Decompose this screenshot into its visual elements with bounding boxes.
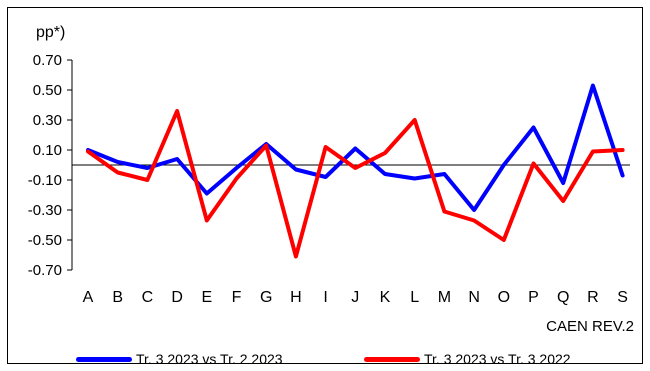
data-point	[87, 151, 89, 152]
x-tick-label: P	[528, 289, 539, 306]
data-point	[562, 182, 564, 184]
data-point	[236, 167, 237, 169]
data-point	[592, 151, 594, 152]
data-point	[117, 161, 119, 163]
legend-item-series-2: Tr. 3 2023 vs Tr. 3 2022	[364, 349, 571, 369]
data-point	[622, 175, 624, 176]
x-tick-label: S	[617, 289, 628, 306]
y-tick-label: 0.50	[33, 82, 62, 99]
x-tick-label: M	[438, 289, 451, 306]
x-tick-label: D	[171, 289, 183, 306]
line-chart: 0.70 0.50 0.30 0.10 -0.10 -0.30 -0.50 -0.70 A B C D…	[28, 52, 630, 306]
legend-swatch-series-1	[76, 356, 132, 362]
x-tick-label: J	[351, 289, 359, 306]
y-axis-title: pp*)	[36, 24, 66, 41]
data-point	[206, 220, 208, 221]
x-tick-label: Q	[557, 289, 569, 306]
data-point	[503, 239, 505, 241]
data-point	[265, 145, 267, 146]
x-tick-label: G	[260, 289, 272, 306]
data-point	[443, 211, 445, 212]
data-point	[473, 209, 475, 211]
y-tick-label: -0.70	[28, 262, 62, 279]
data-point	[562, 200, 564, 202]
data-point	[295, 256, 297, 257]
x-axis-title: CAEN REV.2	[546, 318, 634, 335]
x-tick-label: R	[587, 289, 599, 306]
legend-swatch-series-2	[364, 356, 420, 362]
data-point	[473, 220, 475, 221]
data-point	[533, 163, 534, 164]
data-point	[325, 176, 327, 178]
data-point	[176, 110, 178, 112]
legend-label-series-2: Tr. 3 2023 vs Tr. 3 2022	[424, 351, 571, 367]
data-point	[146, 179, 148, 181]
x-tick-label: F	[232, 289, 242, 306]
data-point	[622, 149, 624, 151]
y-tick-label: 0.30	[33, 112, 62, 129]
data-point	[206, 193, 208, 194]
x-tick-label: B	[112, 289, 123, 306]
data-point	[384, 173, 386, 175]
x-tick-label: H	[290, 289, 302, 306]
x-tick-label: I	[323, 289, 327, 306]
x-tick-label: A	[83, 289, 94, 306]
series-line-2	[86, 109, 625, 259]
data-point	[176, 158, 178, 160]
data-point	[414, 178, 416, 179]
x-tick-label: N	[468, 289, 480, 306]
data-point	[503, 164, 505, 166]
y-tick-label: -0.50	[28, 232, 62, 249]
series-line-1	[86, 83, 625, 212]
data-point	[117, 172, 119, 173]
x-tick-label: C	[142, 289, 154, 306]
data-point	[354, 167, 356, 169]
data-point	[325, 146, 327, 148]
legend-label-series-1: Tr. 3 2023 vs Tr. 2 2023	[136, 351, 283, 367]
data-point	[146, 167, 148, 169]
y-tick-label: 0.10	[33, 142, 62, 159]
x-tick-label: E	[201, 289, 212, 306]
y-tick-label: 0.70	[33, 52, 62, 69]
data-point	[236, 178, 237, 179]
data-point	[414, 119, 416, 121]
x-tick-label: L	[410, 289, 419, 306]
x-tick-label: K	[380, 289, 391, 306]
legend-item-series-1: Tr. 3 2023 vs Tr. 2 2023	[76, 349, 283, 369]
x-tick-label: O	[498, 289, 510, 306]
data-point	[354, 148, 356, 149]
y-tick-label: -0.30	[28, 202, 62, 219]
chart-frame: 0.70 0.50 0.30 0.10 -0.10 -0.30 -0.50 -0.70 A B C D…	[7, 7, 643, 367]
y-tick-label: -0.10	[28, 172, 62, 189]
data-point	[592, 85, 594, 86]
data-point	[295, 169, 297, 170]
data-point	[533, 127, 534, 128]
data-point	[443, 173, 445, 175]
data-point	[384, 152, 386, 154]
